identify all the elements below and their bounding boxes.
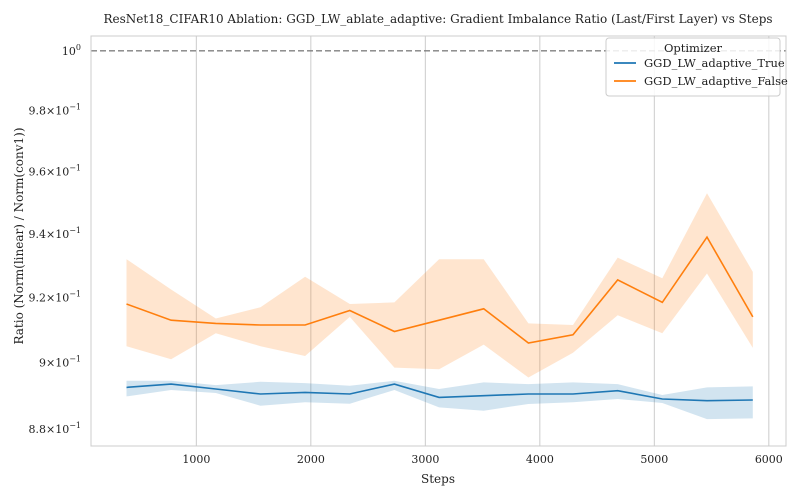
y-tick-label: 9.4×10−1 — [28, 226, 81, 241]
y-tick-label: 100 — [62, 43, 81, 58]
legend-entry: GGD_LW_adaptive_False — [644, 74, 788, 88]
chart-title: ResNet18_CIFAR10 Ablation: GGD_LW_ablate… — [103, 12, 772, 26]
y-tick-label: 8.8×10−1 — [28, 421, 81, 436]
plot-background — [91, 36, 786, 446]
confidence-band-2 — [126, 193, 753, 378]
x-tick-label: 4000 — [526, 453, 554, 466]
series-line-1 — [126, 383, 753, 402]
x-tick-label: 6000 — [755, 453, 783, 466]
x-axis-label: Steps — [421, 472, 455, 486]
legend-title: Optimizer — [664, 41, 723, 55]
plot-frame — [90, 35, 787, 447]
series-line-2 — [126, 235, 754, 344]
x-tick-label: 3000 — [411, 453, 439, 466]
confidence-band-1 — [126, 380, 753, 420]
legend-entry: GGD_LW_adaptive_True — [644, 56, 785, 70]
y-tick-label: 9.6×10−1 — [28, 164, 81, 179]
plot-area — [90, 35, 787, 447]
x-gridlines — [195, 36, 770, 446]
y-tick-label: 9.2×10−1 — [28, 290, 81, 305]
y-axis-ticks: 8.8×10−1 9×10−1 9.2×10−1 9.4×10−1 9.6×10−1 9.… — [28, 43, 81, 436]
legend-box — [605, 37, 781, 97]
x-tick-label: 2000 — [297, 453, 325, 466]
x-tick-label: 1000 — [182, 453, 210, 466]
x-axis-ticks: 1000 2000 3000 4000 5000 6000 — [182, 453, 782, 466]
y-tick-label: 9.8×10−1 — [28, 103, 81, 118]
series-lines — [126, 235, 754, 402]
y-axis-label: Ratio (Norm(linear) / Norm(conv1)) — [12, 127, 26, 344]
x-tick-label: 5000 — [640, 453, 668, 466]
confidence-bands — [126, 193, 753, 420]
y-tick-label: 9×10−1 — [39, 355, 81, 370]
